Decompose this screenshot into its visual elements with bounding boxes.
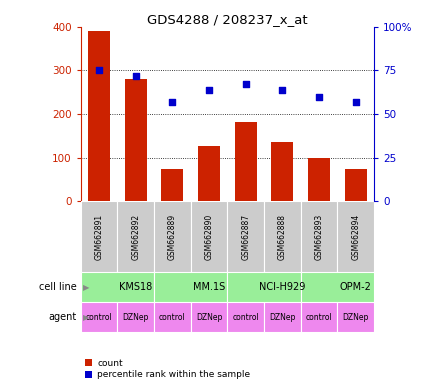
Bar [81,201,117,272]
Point [242,81,249,88]
Text: NCI-H929: NCI-H929 [259,282,306,292]
Text: GSM662887: GSM662887 [241,214,250,260]
Legend: count, percentile rank within the sample: count, percentile rank within the sample [85,359,250,379]
Text: ▶: ▶ [83,313,89,322]
Bar [191,201,227,272]
Bar [227,272,300,302]
Bar [264,302,300,332]
Bar [308,158,330,201]
Point [169,99,176,105]
Text: GSM662893: GSM662893 [314,214,323,260]
Point [132,73,139,79]
Bar [81,272,154,302]
Text: DZNep: DZNep [122,313,149,322]
Text: control: control [159,313,186,322]
Text: GSM662890: GSM662890 [204,214,213,260]
Point [352,99,359,105]
Bar [337,302,374,332]
Text: GSM662889: GSM662889 [168,214,177,260]
Bar [337,201,374,272]
Bar [154,272,227,302]
Text: ▶: ▶ [83,283,89,292]
Text: GSM662888: GSM662888 [278,214,287,260]
Text: GSM662894: GSM662894 [351,214,360,260]
Text: KMS18: KMS18 [119,282,152,292]
Title: GDS4288 / 208237_x_at: GDS4288 / 208237_x_at [147,13,308,26]
Text: DZNep: DZNep [269,313,295,322]
Bar [162,169,183,201]
Point [316,94,323,100]
Text: control: control [232,313,259,322]
Bar [154,302,191,332]
Bar [198,146,220,201]
Bar [264,201,300,272]
Bar [271,142,293,201]
Bar [235,122,257,201]
Bar [345,169,367,201]
Point [279,87,286,93]
Text: GSM662891: GSM662891 [95,214,104,260]
Bar [125,79,147,201]
Bar [81,302,117,332]
Point [206,87,212,93]
Bar [300,201,337,272]
Point [96,68,102,74]
Text: cell line: cell line [39,282,76,292]
Bar [88,31,110,201]
Text: control: control [306,313,332,322]
Bar [227,201,264,272]
Bar [300,302,337,332]
Text: DZNep: DZNep [196,313,222,322]
Bar [117,302,154,332]
Text: MM.1S: MM.1S [193,282,225,292]
Bar [300,272,374,302]
Bar [191,302,227,332]
Text: OPM-2: OPM-2 [340,282,371,292]
Bar [154,201,191,272]
Bar [117,201,154,272]
Text: control: control [86,313,113,322]
Text: DZNep: DZNep [343,313,369,322]
Bar [227,302,264,332]
Text: GSM662892: GSM662892 [131,214,140,260]
Text: agent: agent [48,312,76,322]
